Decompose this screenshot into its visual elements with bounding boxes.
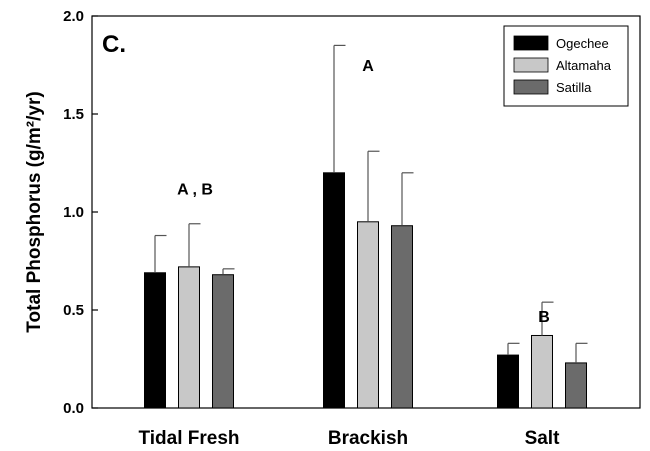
bar-ogechee — [323, 172, 345, 409]
panel-label: C. — [102, 31, 126, 58]
legend-swatch — [513, 79, 549, 95]
bar-altamaha — [357, 221, 379, 409]
bar-altamaha — [531, 334, 553, 409]
legend-label: Satilla — [556, 80, 592, 95]
bar-satilla — [565, 362, 587, 409]
x-tick-label: Tidal Fresh — [138, 428, 239, 449]
legend-label: Altamaha — [556, 58, 612, 73]
x-tick-label: Salt — [525, 428, 561, 449]
legend-swatch — [513, 35, 549, 51]
x-tick-label: Brackish — [328, 428, 408, 449]
significance-letter: B — [538, 309, 550, 326]
y-tick-label: 2.0 — [63, 8, 84, 25]
error-bars — [154, 44, 588, 363]
significance-letters: A , B A B — [177, 58, 550, 326]
y-tick-label: 0.5 — [63, 302, 84, 319]
significance-letter: A — [362, 58, 374, 75]
bar-altamaha — [178, 266, 200, 409]
significance-letter: A , B — [177, 181, 213, 198]
y-tick-label: 1.0 — [63, 204, 84, 221]
legend-swatch — [513, 57, 549, 73]
legend: Ogechee Altamaha Satilla — [503, 25, 629, 107]
y-axis-title: Total Phosphorus (g/m²/yr) — [24, 91, 45, 332]
bar-satilla — [212, 274, 234, 409]
y-tick-label: 0.0 — [63, 400, 84, 417]
bar-ogechee — [497, 354, 519, 409]
bar-satilla — [391, 225, 413, 409]
y-tick-label: 1.5 — [63, 106, 84, 123]
bar-ogechee — [144, 272, 166, 409]
legend-label: Ogechee — [556, 36, 609, 51]
axes: 0.0 0.5 1.0 1.5 2.0 Total Phosphorus (g/m²/yr… — [24, 8, 641, 449]
bars — [144, 172, 587, 409]
